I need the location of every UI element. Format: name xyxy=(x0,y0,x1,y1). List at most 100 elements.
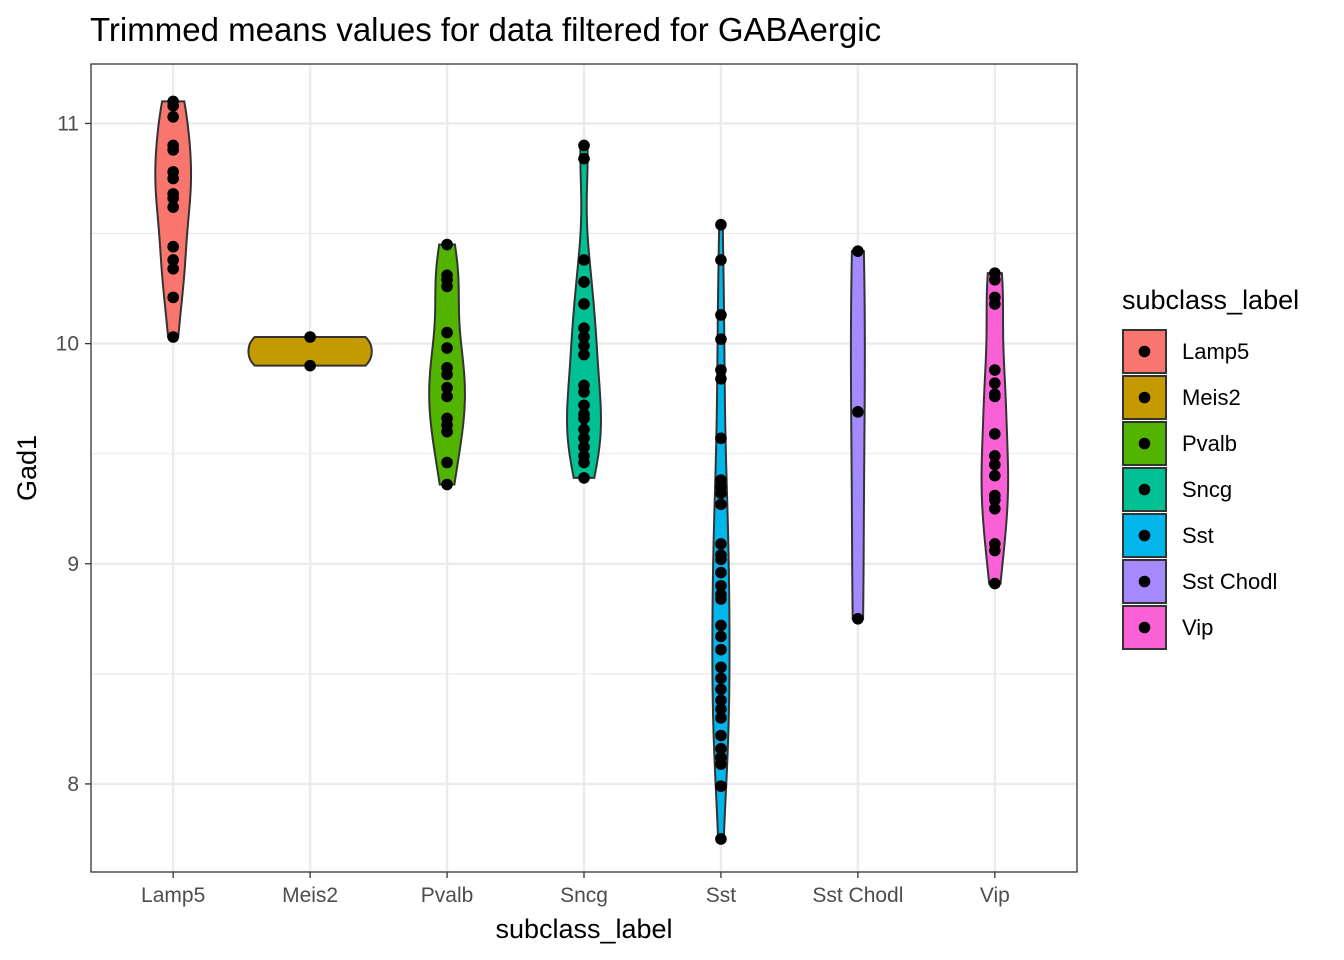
data-point xyxy=(989,502,1001,515)
data-point xyxy=(989,450,1001,462)
data-point xyxy=(441,368,453,381)
legend-label: Sst xyxy=(1182,523,1214,548)
data-point xyxy=(715,218,727,231)
data-point xyxy=(715,373,727,385)
violin-lamp5 xyxy=(154,100,193,338)
y-tick-label: 9 xyxy=(67,553,79,576)
legend-item-sncg: Sncg xyxy=(1122,467,1232,512)
data-point xyxy=(578,254,590,266)
data-point xyxy=(167,172,179,185)
x-tick-label: Sst Chodl xyxy=(812,884,903,907)
data-point xyxy=(715,579,727,592)
data-point xyxy=(989,273,1001,286)
x-tick-label: Lamp5 xyxy=(141,884,205,907)
legend-item-vip: Vip xyxy=(1122,605,1213,650)
data-point xyxy=(167,100,179,112)
data-point xyxy=(167,291,179,304)
x-axis: Lamp5 Meis2 Pvalb Sncg Sst Sst Chodl Vip xyxy=(141,872,1010,907)
data-point xyxy=(578,139,590,152)
data-point xyxy=(578,340,590,352)
data-point xyxy=(989,494,1001,506)
data-point xyxy=(441,280,453,293)
data-point xyxy=(578,472,590,484)
data-point xyxy=(715,672,727,685)
data-point xyxy=(989,364,1001,376)
data-point xyxy=(715,538,727,550)
data-point xyxy=(715,833,727,845)
violin-meis2 xyxy=(247,336,373,367)
data-point xyxy=(715,566,727,579)
data-point xyxy=(578,322,590,334)
data-point xyxy=(578,432,590,445)
legend-item-sst-chodl: Sst Chodl xyxy=(1122,559,1277,604)
data-point xyxy=(715,683,727,696)
data-point xyxy=(989,298,1001,310)
data-point xyxy=(441,478,453,491)
y-tick-label: 11 xyxy=(57,112,79,135)
legend-key-point xyxy=(1138,621,1151,634)
legend-key-point xyxy=(1138,437,1151,450)
data-point xyxy=(715,593,727,605)
data-point xyxy=(578,456,590,469)
legend-key-point xyxy=(1138,483,1151,496)
data-point xyxy=(715,553,727,566)
legend-label: Pvalb xyxy=(1182,431,1237,456)
data-point xyxy=(989,577,1001,590)
data-point xyxy=(441,425,453,438)
data-point xyxy=(578,331,590,343)
data-point xyxy=(715,619,727,632)
data-point xyxy=(989,377,1001,390)
data-point xyxy=(989,428,1001,440)
y-axis-title: Gad1 xyxy=(12,435,42,501)
data-point xyxy=(167,331,179,343)
legend-item-pvalb: Pvalb xyxy=(1122,421,1237,466)
x-tick-label: Sncg xyxy=(560,884,608,907)
legend-label: Sst Chodl xyxy=(1182,569,1277,594)
data-point xyxy=(167,192,179,205)
data-point xyxy=(715,742,727,755)
data-point xyxy=(852,613,864,625)
data-point xyxy=(441,390,453,403)
data-point xyxy=(304,331,316,343)
legend-label: Vip xyxy=(1182,615,1213,640)
data-point xyxy=(578,399,590,412)
data-point xyxy=(441,342,453,354)
legend-item-sst: Sst xyxy=(1122,513,1214,558)
data-point xyxy=(578,412,590,425)
x-tick-label: Sst xyxy=(706,884,737,907)
legend: Lamp5 Meis2 Pvalb Sncg Sst Sst Chodl Vip xyxy=(1122,329,1277,650)
x-axis-title: subclass_label xyxy=(495,914,672,944)
data-point xyxy=(441,238,453,251)
x-tick-label: Meis2 xyxy=(282,884,338,907)
data-point xyxy=(167,111,179,123)
x-tick-label: Vip xyxy=(980,884,1010,907)
legend-item-meis2: Meis2 xyxy=(1122,375,1241,420)
violins xyxy=(154,100,1010,840)
data-point xyxy=(441,326,453,339)
legend-label: Sncg xyxy=(1182,477,1232,502)
data-point xyxy=(441,381,453,394)
data-point xyxy=(852,406,864,418)
data-point xyxy=(989,458,1001,471)
data-point xyxy=(715,309,727,321)
legend-key-point xyxy=(1138,391,1151,404)
data-point xyxy=(715,432,727,445)
data-points xyxy=(167,95,1001,845)
data-point xyxy=(989,544,1001,557)
data-point xyxy=(167,262,179,275)
data-point xyxy=(715,364,727,376)
data-point xyxy=(715,703,727,715)
legend-label: Lamp5 xyxy=(1182,339,1249,364)
data-point xyxy=(989,469,1001,482)
data-point xyxy=(578,386,590,398)
data-point xyxy=(167,201,179,213)
data-point xyxy=(715,712,727,724)
data-point xyxy=(167,254,179,266)
legend-label: Meis2 xyxy=(1182,385,1241,410)
data-point xyxy=(715,498,727,511)
data-point xyxy=(578,276,590,288)
legend-key-point xyxy=(1138,529,1151,542)
data-point xyxy=(989,390,1001,403)
data-point xyxy=(578,348,590,361)
